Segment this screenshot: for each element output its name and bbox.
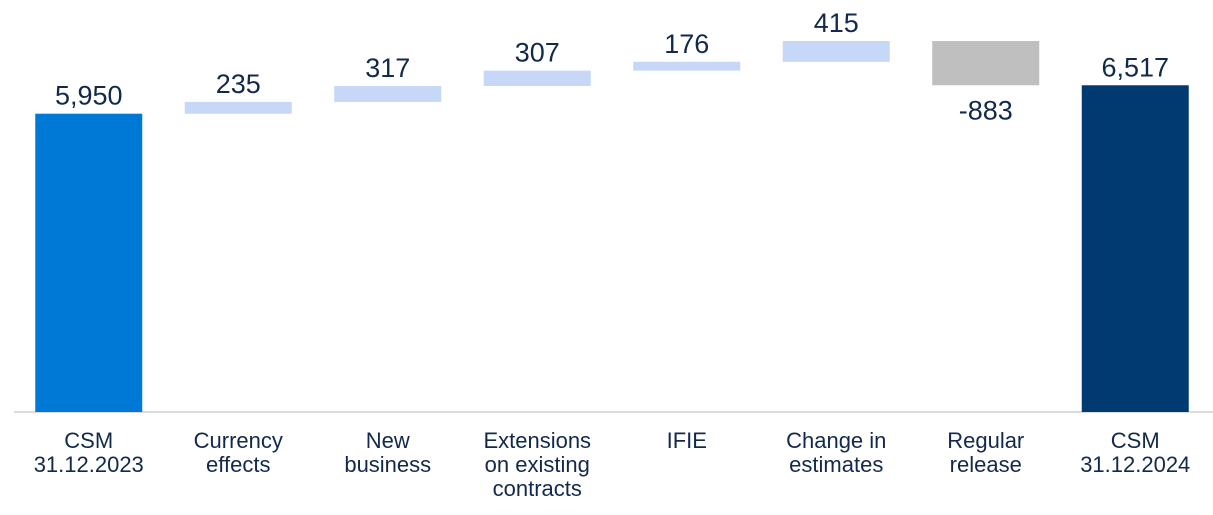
category-label: Currency effects — [193, 428, 283, 477]
category-label: Extensions on existing contracts — [483, 428, 592, 501]
value-label: -883 — [959, 95, 1013, 125]
value-label: 5,950 — [55, 81, 123, 111]
category-label: CSM 31.12.2023 — [33, 428, 144, 477]
category-label: New business — [344, 428, 432, 477]
value-label: 6,517 — [1101, 52, 1169, 82]
bar — [184, 101, 292, 114]
bar — [483, 70, 591, 87]
category-label: Change in estimates — [786, 428, 887, 477]
value-label: 235 — [216, 69, 261, 99]
value-label: 307 — [515, 38, 560, 68]
bar — [1081, 85, 1189, 413]
bar — [782, 41, 890, 62]
category-label: CSM 31.12.2024 — [1080, 428, 1191, 477]
bar — [35, 113, 143, 412]
bar — [633, 61, 741, 71]
category-label: Regular release — [947, 428, 1025, 477]
value-label: 176 — [664, 29, 709, 59]
bar — [932, 41, 1040, 86]
category-label: IFIE — [666, 428, 707, 453]
value-label: 415 — [814, 8, 859, 38]
value-label: 317 — [365, 53, 410, 83]
bar — [334, 86, 442, 102]
